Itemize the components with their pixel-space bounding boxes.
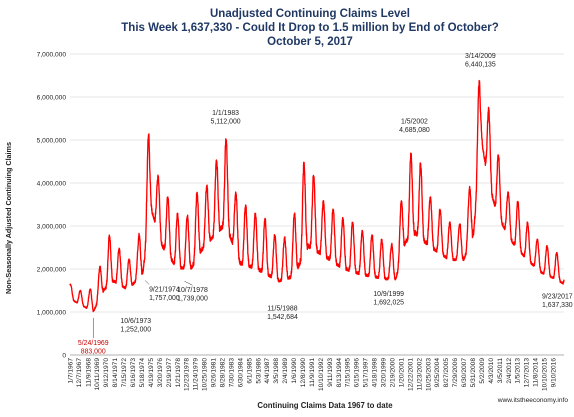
- annotation-date: 5/24/1969: [78, 340, 109, 347]
- claims-series-line: [69, 79, 565, 313]
- x-tick-label: 7/29/2006: [452, 358, 459, 388]
- x-tick-label: 10/10/1992: [318, 358, 325, 391]
- x-tick-label: 6/1/1985: [246, 358, 253, 384]
- x-tick-label: 12/23/1978: [184, 358, 191, 391]
- x-tick-label: 10/25/1980: [202, 358, 209, 391]
- x-tick-label: 1/21/1978: [175, 358, 182, 388]
- x-tick-label: 8/28/1982: [220, 358, 227, 388]
- x-tick-label: 4/4/1987: [264, 358, 271, 384]
- annotation-date: 10/7/1978: [177, 287, 208, 294]
- annotation-value: 1,757,000: [149, 295, 180, 302]
- annotation-date: 10/6/1973: [120, 318, 151, 325]
- chart-date: October 5, 2017: [267, 36, 353, 48]
- x-tick-label: 7/15/1995: [345, 358, 352, 388]
- x-tick-label: 11/8/2014: [533, 358, 540, 387]
- y-tick-label: 5,000,000: [37, 137, 67, 144]
- x-tick-label: 4/18/1998: [372, 358, 379, 388]
- x-tick-label: 6/30/2007: [461, 358, 468, 388]
- x-tick-label: 2/19/1977: [166, 358, 173, 388]
- chart-subtitle: This Week 1,637,330 - Could It Drop to 1…: [121, 22, 498, 34]
- x-tick-label: 12/8/1990: [300, 358, 307, 388]
- x-tick-label: 9/10/2016: [551, 358, 558, 388]
- source-credit: www.itstheeconomy.info: [497, 397, 569, 404]
- annotation-date: 9/23/2017: [542, 294, 573, 301]
- y-tick-label: 4,000,000: [37, 180, 67, 187]
- annotation-value: 1,692,025: [373, 300, 404, 307]
- x-tick-label: 2/19/2000: [390, 358, 397, 388]
- annotation-leader: [144, 280, 150, 285]
- annotation-value: 4,685,080: [399, 127, 430, 134]
- x-tick-label: 12/7/1967: [76, 358, 83, 388]
- y-tick-label: 6,000,000: [37, 94, 67, 101]
- annotation-value: 5,112,000: [211, 119, 241, 126]
- annotation-date: 11/5/1988: [267, 306, 297, 313]
- chart-title: Unadjusted Continuing Claims Level: [210, 8, 410, 20]
- annotation-value: 1,739,000: [177, 296, 208, 303]
- x-tick-label: 9/26/1981: [211, 358, 218, 388]
- x-tick-label: 7/30/1983: [228, 358, 235, 388]
- grid-layer: [70, 53, 564, 356]
- annotation-leader: [184, 280, 193, 286]
- x-tick-label: 3/20/1976: [157, 358, 164, 388]
- x-tick-label: 8/14/1971: [112, 358, 119, 388]
- x-tick-label: 6/16/1973: [130, 358, 137, 388]
- x-tick-label: 6/15/1996: [354, 358, 361, 388]
- y-tick-label: 1,000,000: [37, 309, 67, 316]
- x-tick-label: 1/6/1990: [291, 358, 298, 384]
- annotation-value: 1,252,000: [120, 327, 151, 334]
- annotation-date: 1/5/2002: [401, 119, 428, 126]
- annotation-value: 1,542,684: [267, 314, 298, 321]
- x-tick-label: 5/31/2008: [470, 358, 477, 388]
- x-tick-label: 5/3/1986: [255, 358, 262, 384]
- x-tick-label: 6/30/1984: [237, 358, 244, 388]
- x-tick-label: 3/20/1999: [381, 358, 388, 388]
- x-tick-label: 2/4/2012: [506, 358, 513, 384]
- x-tick-label: 9/11/1993: [327, 358, 334, 387]
- x-tick-label: 3/5/2011: [497, 358, 504, 384]
- x-tick-label: 4/19/1975: [148, 358, 155, 388]
- x-tick-label: 1/5/2013: [515, 358, 522, 384]
- x-tick-labels: 1/7/1967 12/7/1967 11/9/1968 10/11/1969 9/12…: [67, 358, 557, 391]
- y-tick-label: 3,000,000: [37, 223, 67, 230]
- x-tick-label: 2/4/1989: [282, 358, 289, 384]
- annotation-date: 1/1/1983: [212, 110, 239, 117]
- x-tick-label: 8/13/1994: [336, 358, 343, 388]
- annotation-date: 10/9/1999: [373, 291, 404, 298]
- annotation-value: 883,000: [81, 349, 106, 356]
- annotations-layer: 5/24/1969 883,000 10/6/1973 1,252,000 9/21/1…: [78, 53, 573, 355]
- x-tick-label: 1/20/2001: [398, 358, 405, 388]
- annotation-date: 3/14/2009: [465, 53, 496, 60]
- annotation-value: 1,637,330: [542, 302, 573, 309]
- annotation-date: 9/21/1974: [149, 286, 180, 293]
- x-tick-label: 10/10/2015: [542, 358, 549, 391]
- x-tick-label: 11/24/1979: [193, 358, 200, 391]
- annotation-value: 6,440,135: [465, 62, 496, 69]
- x-tick-label: 10/25/2003: [425, 358, 432, 391]
- x-tick-label: 9/12/1970: [103, 358, 110, 388]
- x-tick-label: 12/22/2001: [407, 358, 414, 391]
- x-tick-label: 7/15/1972: [121, 358, 128, 388]
- y-tick-labels: 0 1,000,000 2,000,000 3,000,000 4,000,000 5,0…: [37, 51, 67, 359]
- x-tick-label: 5/2/2009: [479, 358, 486, 384]
- x-tick-label: 3/5/1988: [273, 358, 280, 384]
- x-tick-label: 9/25/2004: [434, 358, 441, 388]
- x-tick-label: 8/27/2005: [443, 358, 450, 388]
- x-tick-label: 12/7/2013: [524, 358, 531, 388]
- x-tick-label: 10/11/1969: [94, 358, 101, 391]
- x-tick-label: 11/9/1991: [309, 358, 316, 387]
- y-axis-label: Non-Seasonally Adjusted Continuing Claim…: [4, 142, 13, 294]
- x-tick-label: 4/3/2010: [488, 358, 495, 384]
- x-tick-label: 5/18/1974: [139, 358, 146, 388]
- y-tick-label: 7,000,000: [37, 51, 67, 58]
- y-tick-label: 2,000,000: [37, 266, 67, 273]
- x-tick-label: 11/9/1968: [85, 358, 92, 387]
- x-axis-label: Continuing Claims Data 1967 to date: [257, 401, 393, 410]
- y-tick-label: 0: [62, 352, 66, 359]
- x-tick-label: 5/17/1997: [363, 358, 370, 388]
- x-tick-label: 11/23/2002: [416, 358, 423, 391]
- x-tick-label: 1/7/1967: [67, 358, 74, 384]
- series-layer: [69, 79, 565, 313]
